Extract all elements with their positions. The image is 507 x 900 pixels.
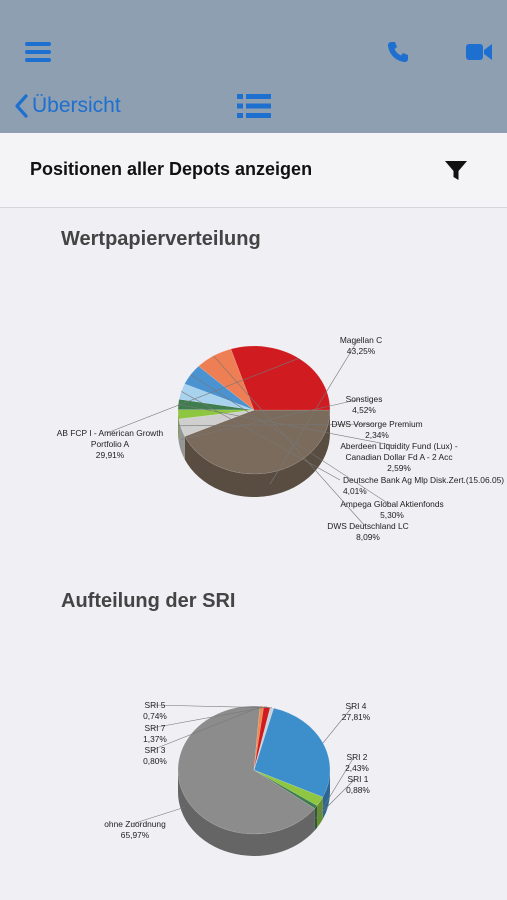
filter-icon[interactable]	[444, 160, 468, 182]
back-button-label: Übersicht	[32, 94, 121, 117]
pie1-label-sri-5: SRI 5 0,74%	[143, 700, 167, 721]
pie1-label-sri-2: SRI 2 2,43%	[345, 752, 369, 773]
positions-title: Positionen aller Depots anzeigen	[30, 159, 313, 179]
pie0-label-sonstiges: Sonstiges 4,52%	[346, 394, 383, 415]
pie1-side-ohne-zuordnung	[178, 770, 315, 856]
pie1-side-sri-2	[317, 797, 323, 828]
list-icon[interactable]	[237, 93, 271, 119]
pie1-label-sri-7: SRI 7 1,37%	[143, 723, 167, 744]
pie1-slice-sri-1[interactable]	[253, 769, 318, 809]
pie1-slice-sri-3[interactable]	[253, 705, 265, 771]
pie0-label-aberdeen-liquidity-fund-lux-canadian-dollar-fd-a-2-acc: Aberdeen Liquidity Fund (Lux) -Canadian …	[340, 441, 458, 473]
pie1-leader-sri-4	[322, 705, 354, 744]
pie0-leader-dws-vorsorge-premium	[178, 423, 375, 427]
pie0-label-ab-fcp-i-american-growth-portfolio-a: AB FCP I - American Growth Portfolio A 29,…	[57, 428, 164, 460]
chart-title-wertpapierverteilung: Wertpapierverteilung	[61, 228, 261, 250]
pie0-leader-aberdeen-liquidity-fund-lux-canadian-dollar-fd-a-2-acc	[178, 404, 397, 447]
pie0-slice-sonstiges[interactable]	[178, 409, 255, 437]
pie0-leader-ampega-global-aktienfonds	[190, 374, 390, 505]
pie1-side-sri-1	[314, 805, 318, 831]
pie0-label-deutsche-bank-ag-mlp-disk-zert-15-06-05: Deutsche Bank Ag Mlp Disk.Zert.(15.06.05…	[343, 475, 504, 496]
pie-chart-sri: SRI 4 27,81% SRI 2 2,43%SRI 1 0,88% ohne Zuor…	[104, 700, 371, 856]
chevron-left-icon	[15, 94, 28, 118]
pie-chart-wertpapierverteilung: Magellan C 43,25% Sonstiges 4,52% DWS Vorsor…	[57, 335, 504, 542]
positions-header: Positionen aller Depots anzeigen	[0, 133, 507, 208]
video-camera-icon[interactable]	[465, 42, 493, 62]
chart-title-sri: Aufteilung der SRI	[61, 590, 236, 612]
pie0-slice-dws-deutschland-lc[interactable]	[198, 348, 255, 411]
pie0-leader-magellan-c	[269, 339, 359, 485]
pie0-leader-ab-fcp-i-american-growth-portfolio-a	[106, 358, 299, 434]
pie1-slice-sri-4[interactable]	[253, 707, 331, 798]
phone-icon[interactable]	[386, 40, 410, 64]
pie0-leader-dws-deutschland-lc	[213, 355, 366, 527]
pie1-leader-sri-3	[151, 706, 263, 751]
pie0-leader-deutsche-bank-ag-mlp-disk-zert-15-06-05	[181, 391, 341, 481]
pie1-side-sri-4	[322, 770, 330, 820]
pie1-leader-sri-1	[315, 778, 356, 819]
hamburger-menu-icon[interactable]	[24, 41, 52, 63]
pie0-label-dws-vorsorge-premium: DWS Vorsorge Premium 2,34%	[331, 419, 422, 440]
back-button[interactable]: Übersicht	[14, 90, 121, 122]
pie0-leader-sonstiges	[180, 398, 362, 440]
pie1-label-sri-1: SRI 1 0,88%	[346, 774, 370, 795]
pie1-slice-sri-2[interactable]	[253, 769, 324, 806]
pie0-slice-dws-vorsorge-premium[interactable]	[177, 409, 255, 420]
pie1-leader-sri-5	[151, 704, 272, 709]
pie0-side-magellan-c	[184, 410, 330, 498]
pie1-leader-sri-2	[319, 756, 355, 813]
pie1-label-sri-4: SRI 4 27,81%	[342, 701, 371, 722]
pie0-label-magellan-c: Magellan C 43,25%	[340, 335, 382, 356]
pie1-leader-sri-7	[151, 706, 268, 729]
navigation-bar: Übersicht	[0, 0, 507, 133]
pie1-slice-ohne-zuordnung[interactable]	[177, 705, 316, 835]
pie0-label-ampega-global-aktienfonds: Ampega Global Aktienfonds 5,30%	[340, 499, 443, 520]
pie0-slice-magellan-c[interactable]	[184, 409, 331, 475]
pie1-label-sri-3: SRI 3 0,80%	[143, 745, 167, 766]
pie0-label-dws-deutschland-lc: DWS Deutschland LC 8,09%	[327, 521, 408, 542]
pie1-leader-ohne-zuordnung	[131, 806, 185, 825]
pie1-label-ohne-zuordnung: ohne Zuordnung 65,97%	[104, 819, 166, 840]
